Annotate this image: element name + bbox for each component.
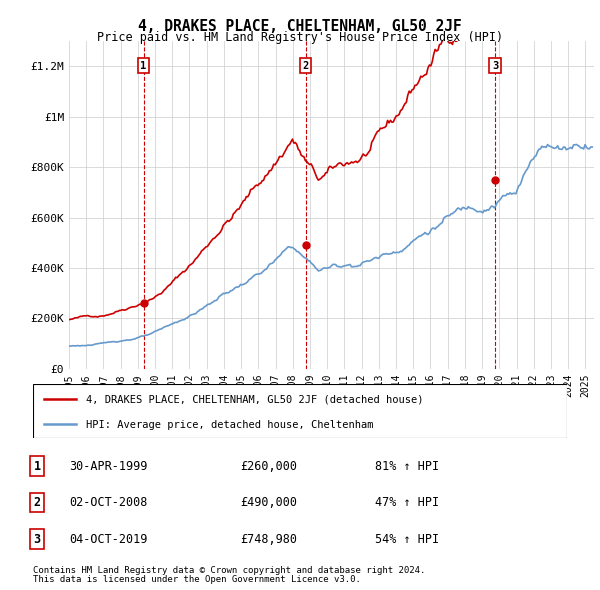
Text: Contains HM Land Registry data © Crown copyright and database right 2024.: Contains HM Land Registry data © Crown c… <box>33 566 425 575</box>
Text: 2: 2 <box>302 61 309 71</box>
Text: Price paid vs. HM Land Registry's House Price Index (HPI): Price paid vs. HM Land Registry's House … <box>97 31 503 44</box>
Text: 47% ↑ HPI: 47% ↑ HPI <box>375 496 439 509</box>
Text: £748,980: £748,980 <box>240 533 297 546</box>
Text: 4, DRAKES PLACE, CHELTENHAM, GL50 2JF (detached house): 4, DRAKES PLACE, CHELTENHAM, GL50 2JF (d… <box>86 395 424 405</box>
Text: 1: 1 <box>140 61 146 71</box>
Text: 3: 3 <box>34 533 41 546</box>
Text: 3: 3 <box>492 61 498 71</box>
Text: This data is licensed under the Open Government Licence v3.0.: This data is licensed under the Open Gov… <box>33 575 361 584</box>
Text: £490,000: £490,000 <box>240 496 297 509</box>
Text: HPI: Average price, detached house, Cheltenham: HPI: Average price, detached house, Chel… <box>86 419 374 430</box>
Text: 04-OCT-2019: 04-OCT-2019 <box>69 533 148 546</box>
Text: 4, DRAKES PLACE, CHELTENHAM, GL50 2JF: 4, DRAKES PLACE, CHELTENHAM, GL50 2JF <box>138 19 462 34</box>
Text: 81% ↑ HPI: 81% ↑ HPI <box>375 460 439 473</box>
Text: 2: 2 <box>34 496 41 509</box>
Text: £260,000: £260,000 <box>240 460 297 473</box>
Text: 54% ↑ HPI: 54% ↑ HPI <box>375 533 439 546</box>
Text: 30-APR-1999: 30-APR-1999 <box>69 460 148 473</box>
Text: 1: 1 <box>34 460 41 473</box>
Text: 02-OCT-2008: 02-OCT-2008 <box>69 496 148 509</box>
